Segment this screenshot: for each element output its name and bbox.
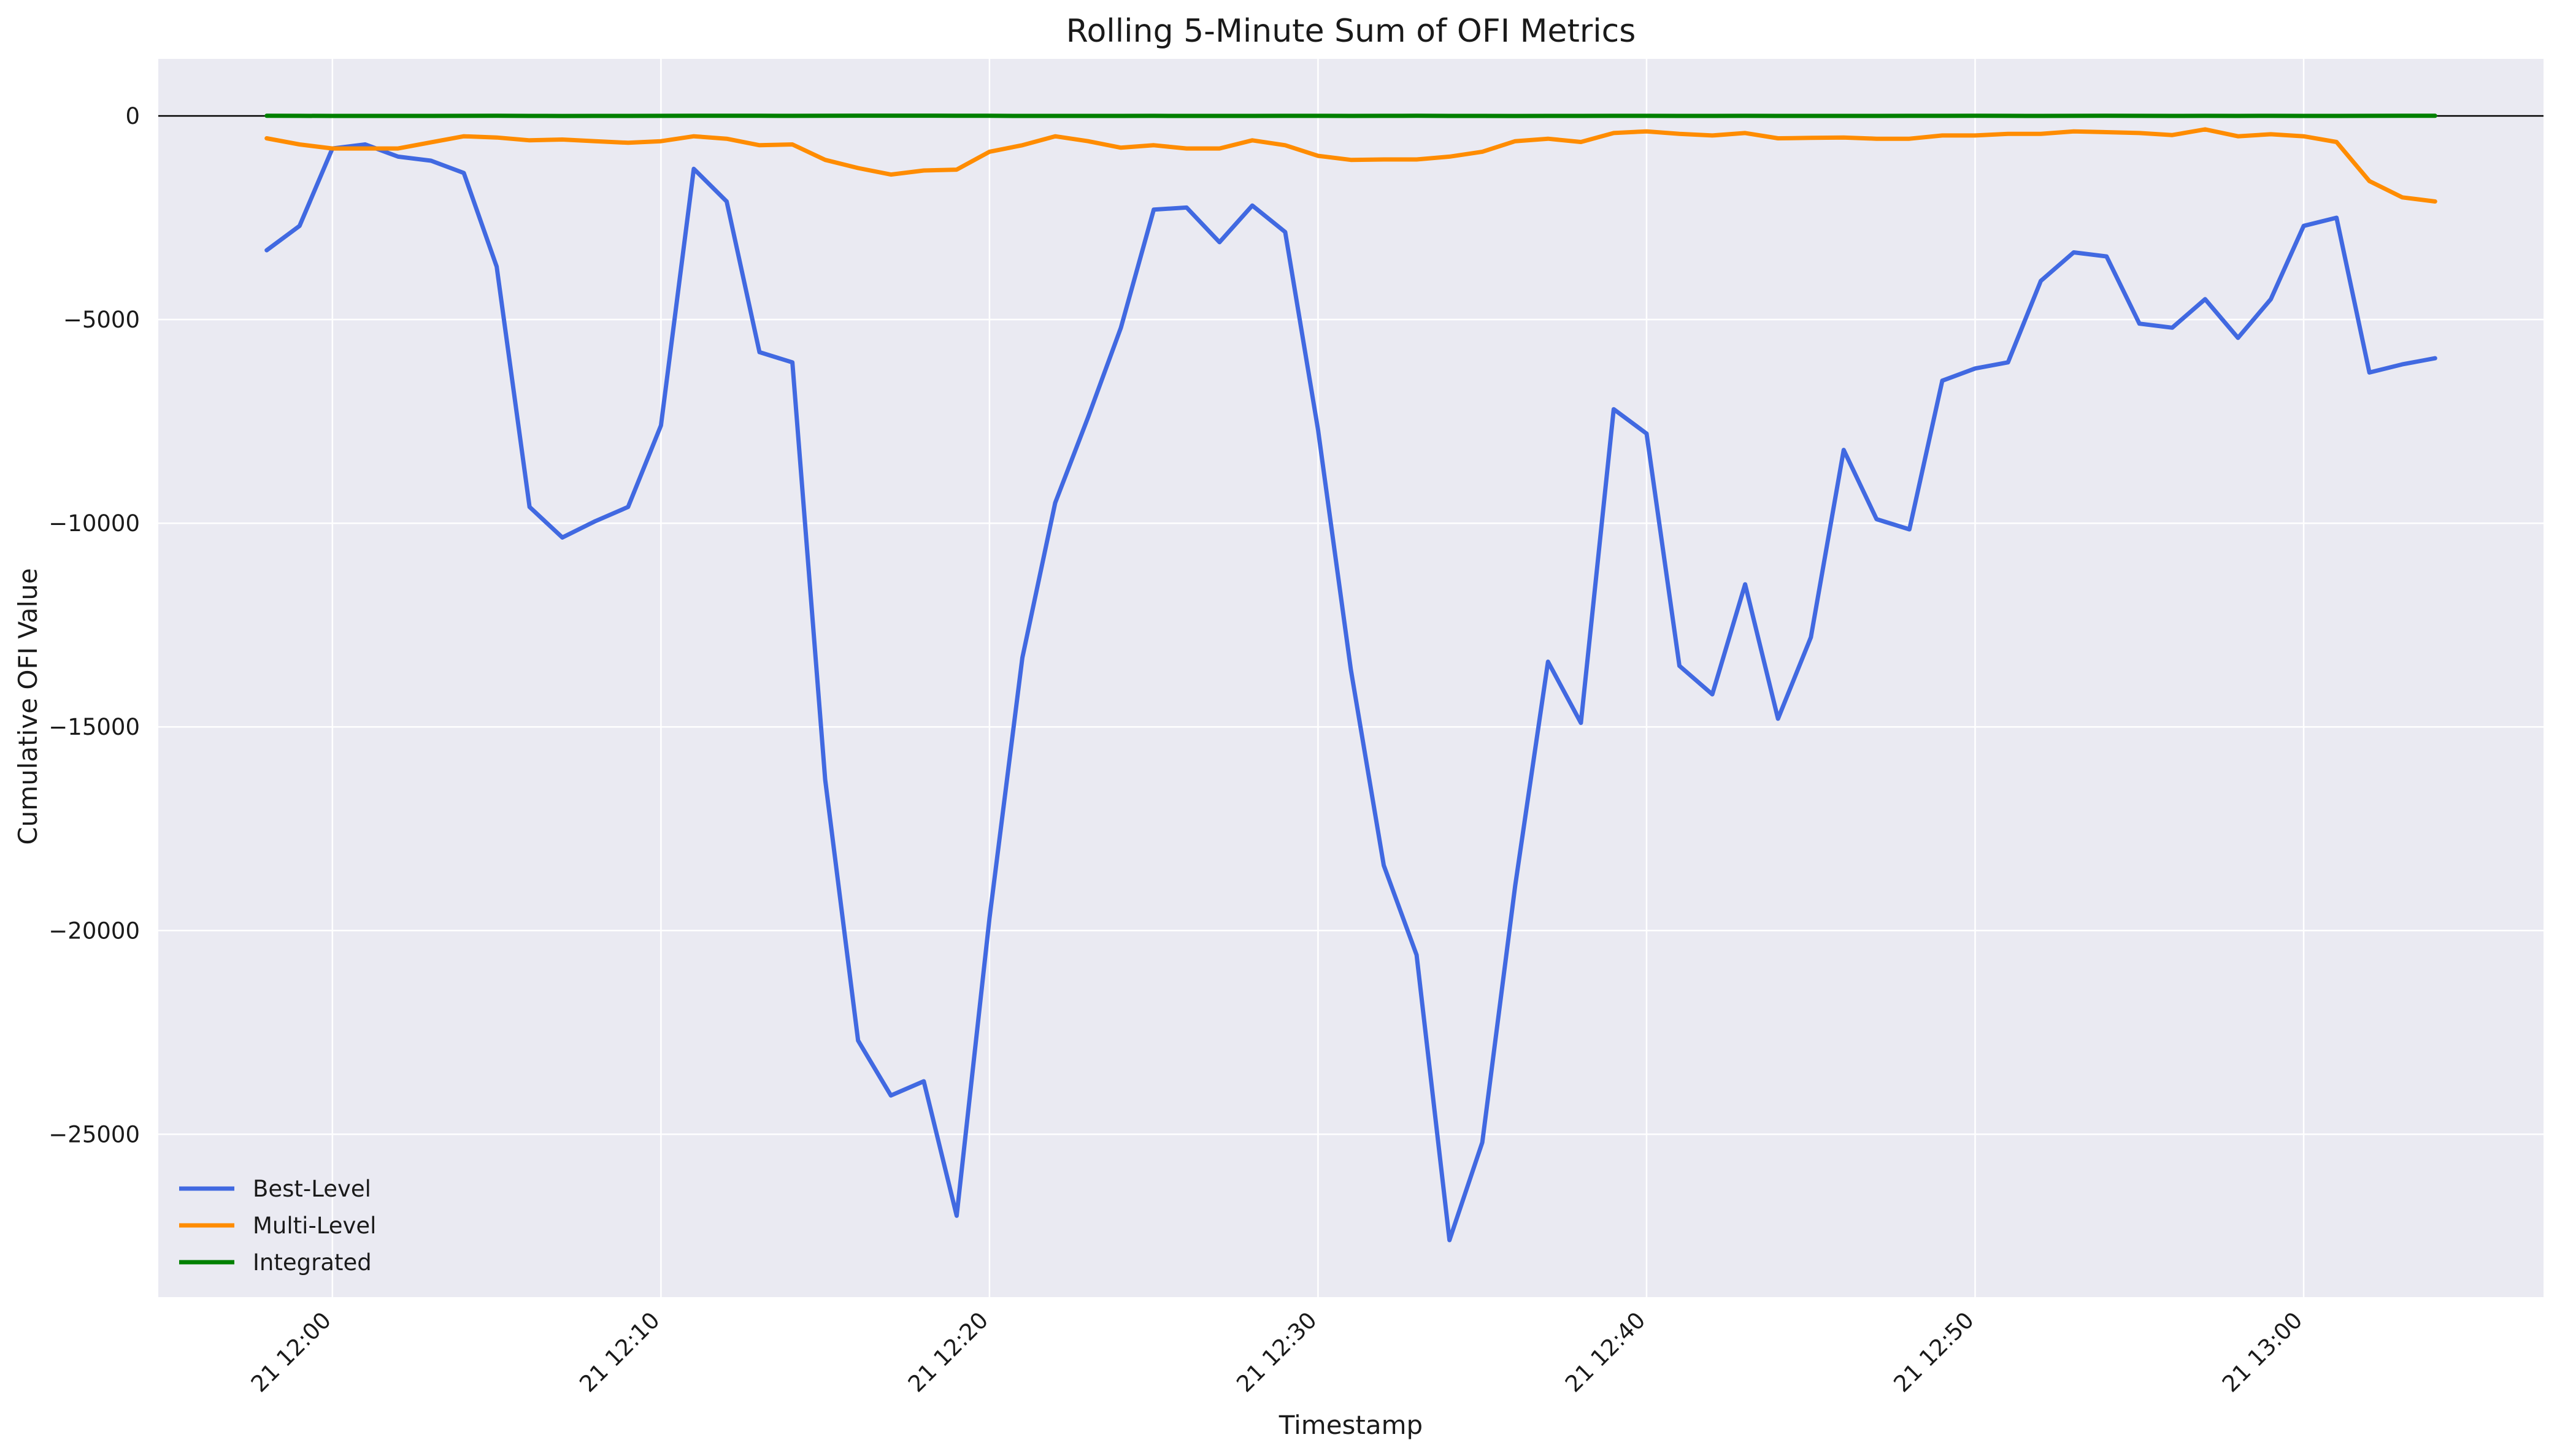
y-axis-label: Cumulative OFI Value — [13, 568, 43, 845]
y-tick-label: −10000 — [48, 510, 140, 537]
y-tick-label: −5000 — [63, 307, 140, 333]
series-line-integrated — [264, 113, 2437, 118]
y-tick-label: 0 — [125, 103, 140, 129]
y-axis-ticks: 0 −5000 −10000 −15000 −20000 −25000 — [48, 103, 140, 1148]
series-line-multi-level — [264, 127, 2437, 204]
y-tick-label: −15000 — [48, 714, 140, 740]
chart-title: Rolling 5-Minute Sum of OFI Metrics — [1066, 13, 1636, 50]
y-tick-label: −20000 — [48, 918, 140, 944]
legend-label-multi-level: Multi-Level — [253, 1213, 376, 1239]
legend-label-best-level: Best-Level — [253, 1176, 371, 1202]
legend: Best-Level Multi-Level Integrated — [179, 1176, 376, 1276]
series-lines — [264, 113, 2437, 1243]
y-tick-label: −25000 — [48, 1121, 140, 1148]
gridlines — [158, 59, 2544, 1297]
series-line-best-level — [264, 142, 2437, 1243]
x-axis-label: Timestamp — [1278, 1410, 1423, 1440]
legend-label-integrated: Integrated — [253, 1249, 372, 1276]
